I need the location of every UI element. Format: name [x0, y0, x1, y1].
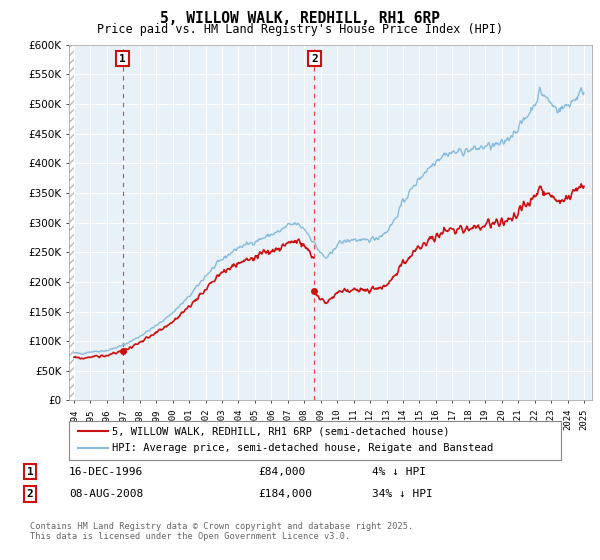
- Text: 08-AUG-2008: 08-AUG-2008: [69, 489, 143, 499]
- Text: 4% ↓ HPI: 4% ↓ HPI: [372, 466, 426, 477]
- Text: Price paid vs. HM Land Registry's House Price Index (HPI): Price paid vs. HM Land Registry's House …: [97, 23, 503, 36]
- Text: HPI: Average price, semi-detached house, Reigate and Banstead: HPI: Average price, semi-detached house,…: [112, 443, 493, 453]
- Text: 1: 1: [119, 54, 126, 64]
- Text: £184,000: £184,000: [258, 489, 312, 499]
- Text: 16-DEC-1996: 16-DEC-1996: [69, 466, 143, 477]
- Text: £84,000: £84,000: [258, 466, 305, 477]
- Text: 5, WILLOW WALK, REDHILL, RH1 6RP (semi-detached house): 5, WILLOW WALK, REDHILL, RH1 6RP (semi-d…: [112, 426, 450, 436]
- Text: 2: 2: [26, 489, 34, 499]
- Text: 1: 1: [26, 466, 34, 477]
- Text: Contains HM Land Registry data © Crown copyright and database right 2025.
This d: Contains HM Land Registry data © Crown c…: [30, 522, 413, 542]
- Text: 34% ↓ HPI: 34% ↓ HPI: [372, 489, 433, 499]
- Text: 2: 2: [311, 54, 318, 64]
- Text: 5, WILLOW WALK, REDHILL, RH1 6RP: 5, WILLOW WALK, REDHILL, RH1 6RP: [160, 11, 440, 26]
- Bar: [69, 45, 74, 400]
